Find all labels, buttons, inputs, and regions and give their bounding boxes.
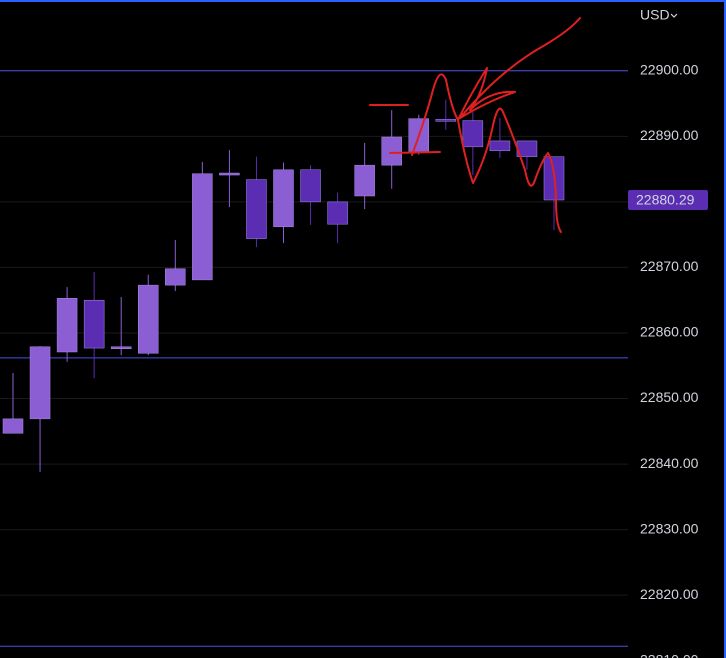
y-tick-label: 22840.00 [640, 455, 699, 471]
drawn-path [457, 107, 562, 233]
candle-body [327, 201, 348, 225]
y-tick-label: 22860.00 [640, 324, 699, 340]
candle-body [489, 140, 511, 152]
drawn-arrow [411, 17, 581, 156]
grid [0, 70, 628, 647]
y-tick-label: 22900.00 [640, 61, 699, 77]
y-tick-label: 22870.00 [640, 258, 699, 274]
candle-body [219, 172, 240, 176]
candle-body [2, 418, 24, 434]
currency-chevron[interactable] [670, 13, 678, 18]
drawing [369, 17, 581, 233]
candle-body [246, 179, 267, 239]
candle-body [138, 284, 159, 354]
frame-top [0, 0, 726, 2]
candle-body [354, 164, 375, 197]
candle-body [56, 297, 78, 353]
marks [2, 99, 565, 472]
last-price-label: 22880.29 [636, 192, 695, 208]
candle-body [192, 173, 213, 281]
candle-body [300, 169, 321, 203]
currency-label[interactable]: USD [640, 7, 670, 23]
candle-body [29, 346, 51, 420]
price-axis: 22810.00 22820.00 22830.00 22840.00 22850.00… [628, 61, 708, 658]
frame-right [724, 0, 726, 658]
candle-body [273, 169, 294, 228]
candle-body [435, 119, 457, 122]
y-tick-label: 22820.00 [640, 586, 699, 602]
candle-body [462, 120, 484, 148]
drawn-line [389, 151, 441, 154]
y-tick-label: 22850.00 [640, 389, 699, 405]
y-tick-label: 22830.00 [640, 520, 699, 536]
y-tick-label: 22810.00 [640, 651, 699, 658]
candle-body [110, 346, 132, 349]
candle-body [165, 268, 186, 286]
y-tick-label: 22890.00 [640, 127, 699, 143]
candle-body [381, 136, 402, 166]
candle-body [83, 299, 105, 349]
last-price-box [628, 189, 708, 210]
